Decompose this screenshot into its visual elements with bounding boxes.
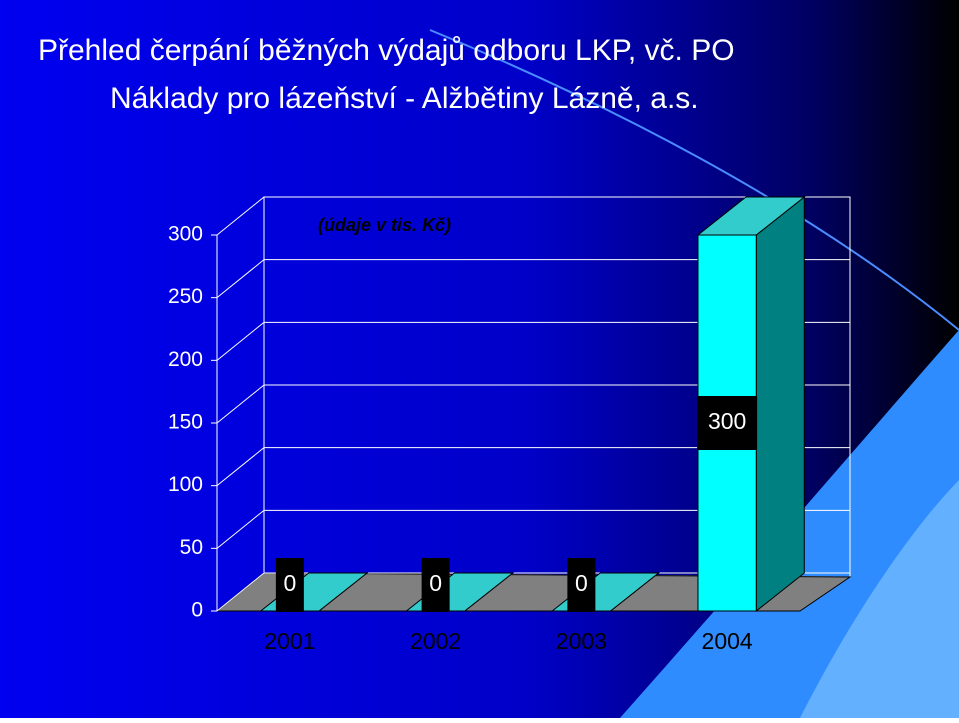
value-label: 300	[708, 408, 746, 434]
value-label: 0	[283, 570, 296, 596]
value-label-box	[421, 558, 450, 612]
grid-line	[216, 447, 265, 487]
y-tick-label: 100	[168, 473, 203, 496]
value-label: 0	[575, 570, 588, 596]
x-tick-label: 2001	[264, 628, 315, 654]
y-tick-label: 0	[191, 599, 203, 622]
y-tick-label: 200	[168, 348, 203, 371]
y-tick-label: 300	[168, 223, 203, 246]
y-tick-label: 250	[168, 285, 203, 308]
value-label-box	[275, 558, 304, 612]
grid-line	[216, 509, 265, 549]
value-label-box	[697, 396, 758, 450]
x-tick-label: 2002	[410, 628, 461, 654]
grid-line	[216, 321, 265, 361]
annotation: (údaje v tis. Kč)	[318, 215, 451, 235]
x-tick-label: 2004	[702, 628, 753, 654]
grid-line	[216, 259, 265, 299]
grid-line	[216, 196, 265, 236]
y-tick-label: 50	[180, 536, 203, 559]
chart-subtitle: Náklady pro lázeňství - Alžbětiny Lázně,…	[110, 82, 699, 115]
grid-line	[216, 384, 265, 424]
chart-title: Přehled čerpání běžných výdajů odboru LK…	[38, 34, 735, 67]
plot: 0 50 100 150 200 250 300 2001 0 2002 0 2003 0 2004 300	[168, 195, 852, 654]
value-label: 0	[429, 570, 442, 596]
y-tick-label: 150	[168, 411, 203, 434]
decor-shape	[800, 480, 959, 718]
x-tick-label: 2003	[556, 628, 607, 654]
value-label-box	[567, 558, 596, 612]
grid-line	[216, 572, 265, 612]
decor-line	[429, 29, 959, 331]
bar-side	[755, 195, 805, 613]
